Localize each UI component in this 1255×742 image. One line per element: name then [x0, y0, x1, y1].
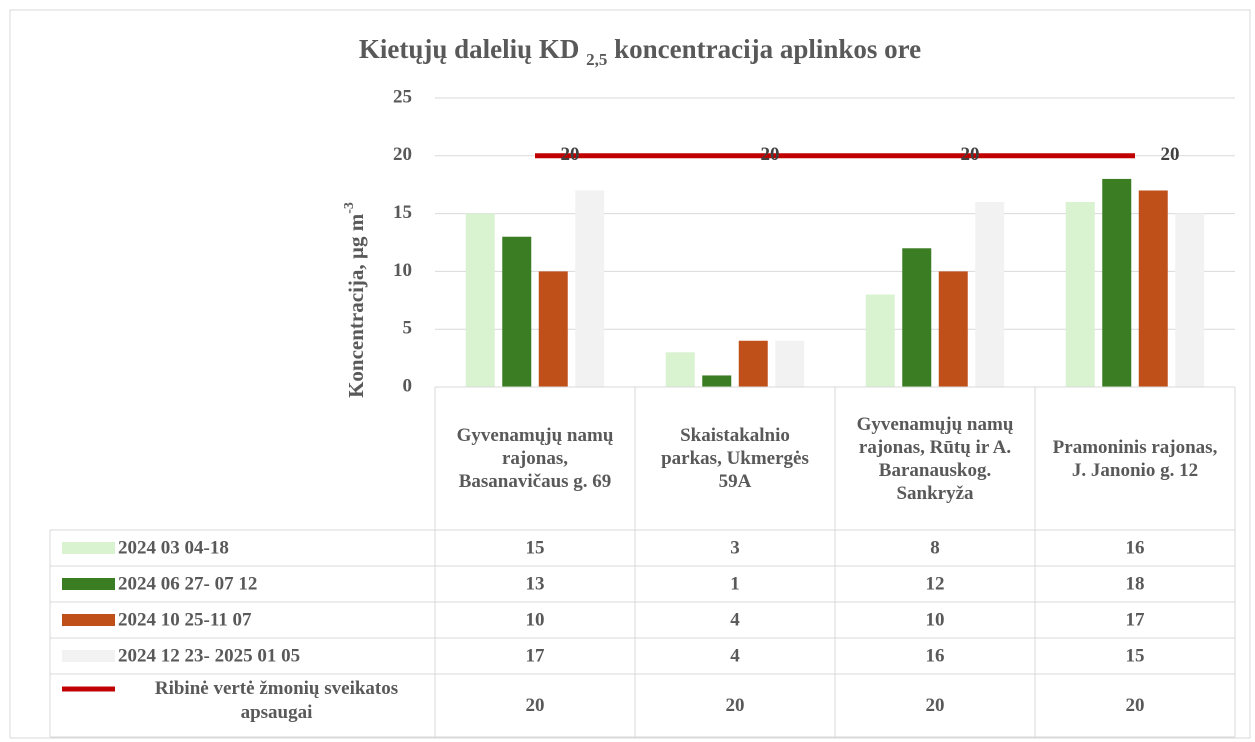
table-value: 10: [926, 609, 945, 630]
table-value: 20: [726, 695, 745, 716]
table-value: 20: [926, 695, 945, 716]
bar: [738, 340, 768, 387]
legend-swatch: [62, 650, 115, 662]
y-label-text: Koncentracija, µg m: [344, 213, 368, 398]
bar: [665, 352, 695, 387]
legend-label: 2024 06 27- 07 12: [118, 573, 257, 594]
bar: [465, 213, 495, 387]
bar: [1138, 190, 1168, 387]
table-value: 20: [1126, 695, 1145, 716]
bar: [1102, 178, 1132, 387]
legend-label: 2024 12 23- 2025 01 05: [118, 645, 300, 666]
table-value: 20: [526, 695, 545, 716]
y-tick-label: 20: [393, 144, 412, 165]
table-value: 4: [730, 609, 740, 630]
bar: [902, 248, 932, 387]
y-label-superscript: -3: [342, 202, 357, 214]
y-tick-label: 15: [393, 202, 412, 223]
y-tick-label: 25: [393, 86, 412, 107]
chart-frame: [9, 9, 1251, 739]
y-tick-label: 5: [403, 318, 413, 339]
title-subscript: 2,5: [586, 50, 607, 69]
table-value: 17: [1126, 609, 1146, 630]
title-text-after: koncentracija aplinkos ore: [614, 34, 921, 64]
category-label: Gyvenamųjų namų rajonas, Basanavičaus g.…: [456, 425, 614, 492]
bar: [1065, 202, 1095, 387]
legend-label: 2024 03 04-18: [118, 537, 229, 558]
table-value: 17: [526, 645, 546, 666]
category-label: Gyvenamųjų namų rajonas, Rūtų ir A. Bara…: [856, 413, 1014, 504]
category-label: Skaistakalnio parkas, Ukmergės 59A: [661, 425, 809, 492]
table-value: 8: [930, 537, 940, 558]
y-tick-label: 10: [393, 260, 412, 281]
table-value: 3: [730, 537, 740, 558]
bar: [1175, 213, 1205, 387]
table-value: 10: [526, 609, 545, 630]
table-value: 1: [730, 573, 740, 594]
bar: [938, 271, 968, 387]
table-value: 13: [526, 573, 545, 594]
bar: [702, 375, 732, 387]
bar: [538, 271, 568, 387]
legend-swatch: [62, 542, 115, 554]
bar: [865, 294, 895, 387]
table-value: 16: [926, 645, 945, 666]
table-value: 18: [1126, 573, 1145, 594]
table-value: 15: [526, 537, 545, 558]
line-value-label: 20: [761, 144, 780, 165]
table-value: 4: [730, 645, 740, 666]
legend-swatch: [62, 578, 115, 590]
legend-swatch: [62, 614, 115, 626]
bar: [575, 190, 605, 387]
y-tick-label: 0: [403, 375, 413, 396]
legend-label: Ribinė vertė žmonių sveikatos apsaugai: [154, 678, 399, 723]
line-value-label: 20: [561, 144, 580, 165]
y-axis-label: Koncentracija, µg m-3: [342, 202, 368, 398]
table-value: 15: [1126, 645, 1145, 666]
bar: [502, 236, 532, 387]
table-value: 12: [926, 573, 945, 594]
line-value-label: 20: [1161, 144, 1180, 165]
bar: [975, 202, 1005, 387]
chart-title: Kietųjų dalelių KD 2,5 koncentracija apl…: [359, 34, 921, 73]
table-value: 16: [1126, 537, 1145, 558]
category-label: Pramoninis rajonas, J. Janonio g. 12: [1052, 436, 1218, 481]
legend-label: 2024 10 25-11 07: [118, 609, 252, 630]
title-text: Kietųjų dalelių KD: [359, 34, 580, 64]
bar: [775, 340, 805, 387]
line-value-label: 20: [961, 144, 980, 165]
